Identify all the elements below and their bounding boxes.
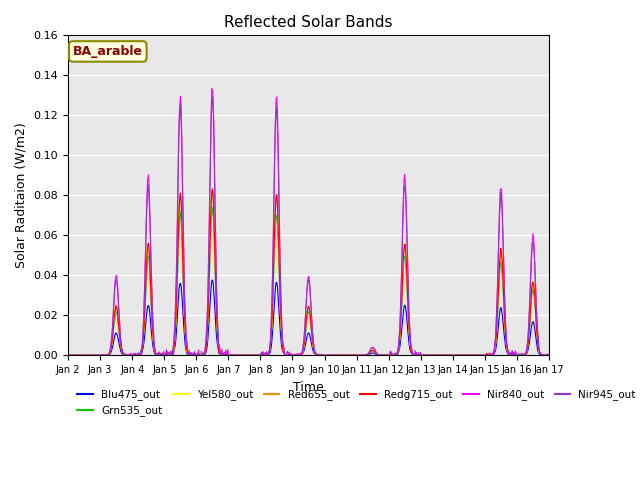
Red655_out xyxy=(381,352,389,358)
Redg715_out xyxy=(64,352,72,358)
Blu475_out xyxy=(122,352,130,358)
Grn535_out xyxy=(367,349,375,355)
Nir945_out xyxy=(381,352,389,358)
Yel580_out xyxy=(196,350,204,356)
Yel580_out xyxy=(172,332,179,338)
Nir945_out xyxy=(64,352,72,358)
Redg715_out xyxy=(367,348,375,354)
Redg715_out xyxy=(122,352,130,358)
Grn535_out xyxy=(196,350,204,356)
Blu475_out xyxy=(196,352,204,358)
Red655_out xyxy=(172,333,179,338)
Nir840_out xyxy=(122,352,130,358)
Nir840_out xyxy=(208,86,216,92)
Line: Blu475_out: Blu475_out xyxy=(68,280,549,355)
Legend: Blu475_out, Grn535_out, Yel580_out, Red655_out, Redg715_out, Nir840_out, Nir945_: Blu475_out, Grn535_out, Yel580_out, Red6… xyxy=(73,385,640,420)
Nir840_out xyxy=(64,352,72,358)
Grn535_out xyxy=(73,352,81,358)
Title: Reflected Solar Bands: Reflected Solar Bands xyxy=(224,15,393,30)
Line: Nir945_out: Nir945_out xyxy=(68,97,549,355)
Nir945_out xyxy=(545,352,553,358)
Y-axis label: Solar Raditaion (W/m2): Solar Raditaion (W/m2) xyxy=(15,122,28,268)
X-axis label: Time: Time xyxy=(293,381,324,394)
Text: BA_arable: BA_arable xyxy=(73,45,143,58)
Blu475_out xyxy=(367,350,375,356)
Red655_out xyxy=(73,352,81,358)
Nir945_out xyxy=(209,95,216,100)
Grn535_out xyxy=(381,352,389,358)
Nir840_out xyxy=(381,352,389,358)
Blu475_out xyxy=(545,351,553,357)
Blu475_out xyxy=(381,352,389,358)
Blu475_out xyxy=(172,344,179,349)
Yel580_out xyxy=(122,352,130,358)
Grn535_out xyxy=(545,352,553,358)
Redg715_out xyxy=(196,352,204,358)
Grn535_out xyxy=(122,352,130,358)
Red655_out xyxy=(209,186,216,192)
Red655_out xyxy=(367,348,375,354)
Yel580_out xyxy=(367,348,375,354)
Red655_out xyxy=(64,352,72,358)
Red655_out xyxy=(196,352,204,358)
Blu475_out xyxy=(209,277,216,283)
Red655_out xyxy=(122,351,130,357)
Line: Nir840_out: Nir840_out xyxy=(68,89,549,355)
Yel580_out xyxy=(64,352,72,358)
Yel580_out xyxy=(545,351,553,357)
Yel580_out xyxy=(73,352,81,358)
Blu475_out xyxy=(73,352,81,358)
Nir945_out xyxy=(196,352,204,358)
Line: Yel580_out: Yel580_out xyxy=(68,189,549,355)
Line: Red655_out: Red655_out xyxy=(68,189,549,355)
Nir945_out xyxy=(122,352,130,358)
Yel580_out xyxy=(381,352,389,358)
Nir945_out xyxy=(367,346,375,352)
Nir840_out xyxy=(196,352,204,358)
Grn535_out xyxy=(209,204,216,210)
Nir840_out xyxy=(545,352,553,358)
Nir840_out xyxy=(367,346,375,351)
Nir945_out xyxy=(73,352,81,358)
Line: Redg715_out: Redg715_out xyxy=(68,190,549,355)
Nir840_out xyxy=(73,352,81,358)
Grn535_out xyxy=(172,331,179,337)
Redg715_out xyxy=(545,352,553,358)
Yel580_out xyxy=(209,186,216,192)
Redg715_out xyxy=(172,331,179,336)
Redg715_out xyxy=(73,352,81,358)
Nir945_out xyxy=(172,321,179,326)
Red655_out xyxy=(545,352,553,358)
Line: Grn535_out: Grn535_out xyxy=(68,207,549,355)
Blu475_out xyxy=(64,352,72,358)
Nir840_out xyxy=(172,318,179,324)
Redg715_out xyxy=(209,187,216,192)
Grn535_out xyxy=(64,352,72,358)
Redg715_out xyxy=(381,352,389,358)
